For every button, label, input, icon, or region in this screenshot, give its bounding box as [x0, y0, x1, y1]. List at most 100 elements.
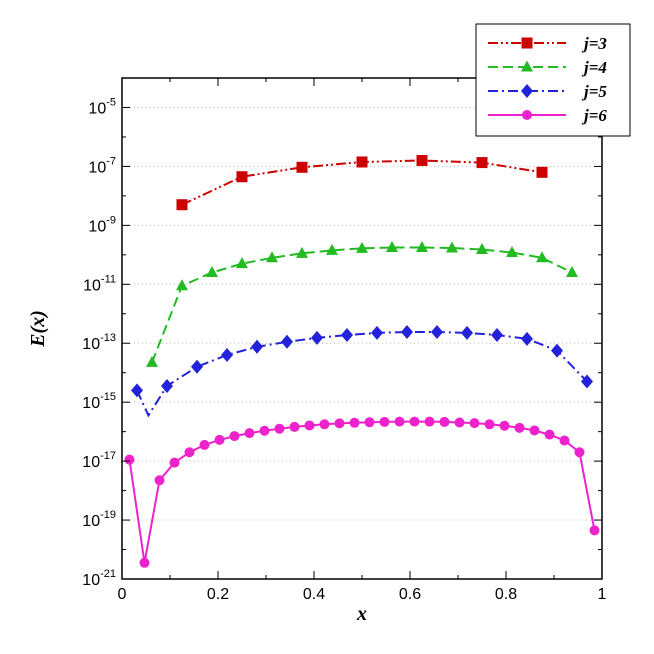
grid-lines [122, 106, 602, 521]
data-point [199, 439, 210, 450]
data-point [311, 330, 323, 345]
data-point [184, 447, 195, 458]
data-point [506, 245, 518, 257]
data-point [484, 419, 495, 430]
data-point [326, 243, 338, 255]
data-point [191, 359, 203, 374]
y-tick-label: 10-15 [82, 391, 116, 412]
plot-frame [121, 77, 603, 580]
data-point [386, 240, 398, 252]
series-line [151, 246, 573, 363]
data-point [454, 417, 465, 428]
data-point [364, 417, 375, 428]
y-tick-label: 10-19 [82, 509, 116, 530]
data-point [566, 266, 578, 278]
data-point [394, 416, 405, 427]
x-tick-label: 0.2 [207, 586, 229, 603]
data-point [581, 374, 593, 389]
data-point [124, 454, 135, 465]
y-tick-label: 10-11 [83, 273, 116, 294]
data-point [379, 416, 390, 427]
data-point [221, 348, 233, 363]
data-point [341, 327, 353, 342]
legend-label: j=3 [581, 34, 607, 53]
data-point [574, 447, 585, 458]
x-tick-label: 0.6 [399, 586, 421, 603]
data-point [176, 199, 188, 211]
data-point [154, 475, 165, 486]
series-j=5 [131, 325, 593, 418]
legend: j=3 j=4 j=5 j=6 [475, 23, 631, 137]
data-point [446, 241, 458, 253]
data-point [281, 334, 293, 349]
legend-marker [521, 60, 533, 72]
data-point [371, 325, 383, 340]
series-j=6 [124, 416, 600, 568]
data-point [476, 243, 488, 255]
data-point [176, 279, 188, 291]
series-j=4 [146, 240, 578, 367]
data-point [266, 251, 278, 263]
data-point [551, 343, 563, 358]
y-tick-label: 10-5 [88, 96, 116, 117]
data-point [476, 157, 488, 169]
data-point [131, 383, 143, 398]
x-axis-label: x [356, 603, 367, 625]
data-point [416, 155, 428, 167]
data-point [229, 431, 240, 442]
data-point [491, 327, 503, 342]
data-point [499, 420, 510, 431]
data-point [214, 434, 225, 445]
y-tick-label: 10-7 [88, 155, 116, 176]
data-point [236, 257, 248, 269]
data-point [424, 416, 435, 427]
data-point [521, 331, 533, 346]
data-point [529, 425, 540, 436]
data-point [349, 417, 360, 428]
x-tick-label: 0 [118, 586, 127, 603]
data-point [559, 435, 570, 446]
legend-marker [522, 110, 532, 120]
data-point [146, 355, 158, 367]
data-point [259, 425, 270, 436]
series-line [136, 331, 588, 418]
x-tick-label: 1 [598, 586, 607, 603]
data-point [296, 246, 308, 258]
y-tick-label: 10-21 [82, 568, 116, 589]
axis-ticks: 10-5 10-7 10-9 10-11 10-13 10-15 10-17 10-19 10-… [82, 78, 607, 603]
data-point [274, 423, 285, 434]
legend-marker [521, 37, 533, 49]
data-point [251, 339, 263, 354]
data-point [401, 325, 413, 340]
data-point [439, 416, 450, 427]
data-point [334, 418, 345, 429]
legend-label: j=6 [581, 106, 607, 125]
y-tick-label: 10-17 [82, 450, 116, 471]
data-point [409, 416, 420, 427]
data-point [169, 457, 180, 468]
data-point [461, 325, 473, 340]
legend-marker [521, 84, 533, 98]
series-layer [124, 155, 600, 568]
y-tick-label: 10-13 [82, 332, 116, 353]
data-point [296, 161, 308, 173]
y-tick-label: 10-9 [88, 214, 116, 235]
data-point [161, 378, 173, 393]
data-point [469, 418, 480, 429]
data-point [236, 171, 248, 183]
data-point [244, 428, 255, 439]
x-tick-label: 0.4 [303, 586, 325, 603]
data-point [289, 421, 300, 432]
series-line [128, 420, 596, 563]
y-axis-label: E(x) [27, 310, 49, 348]
data-point [356, 156, 368, 168]
data-point [139, 557, 150, 568]
data-point [514, 422, 525, 433]
data-point [304, 420, 315, 431]
data-point [536, 166, 548, 178]
series-j=3 [176, 155, 548, 211]
legend-label: j=4 [581, 58, 607, 77]
data-point [544, 429, 555, 440]
x-tick-label: 0.8 [495, 586, 517, 603]
